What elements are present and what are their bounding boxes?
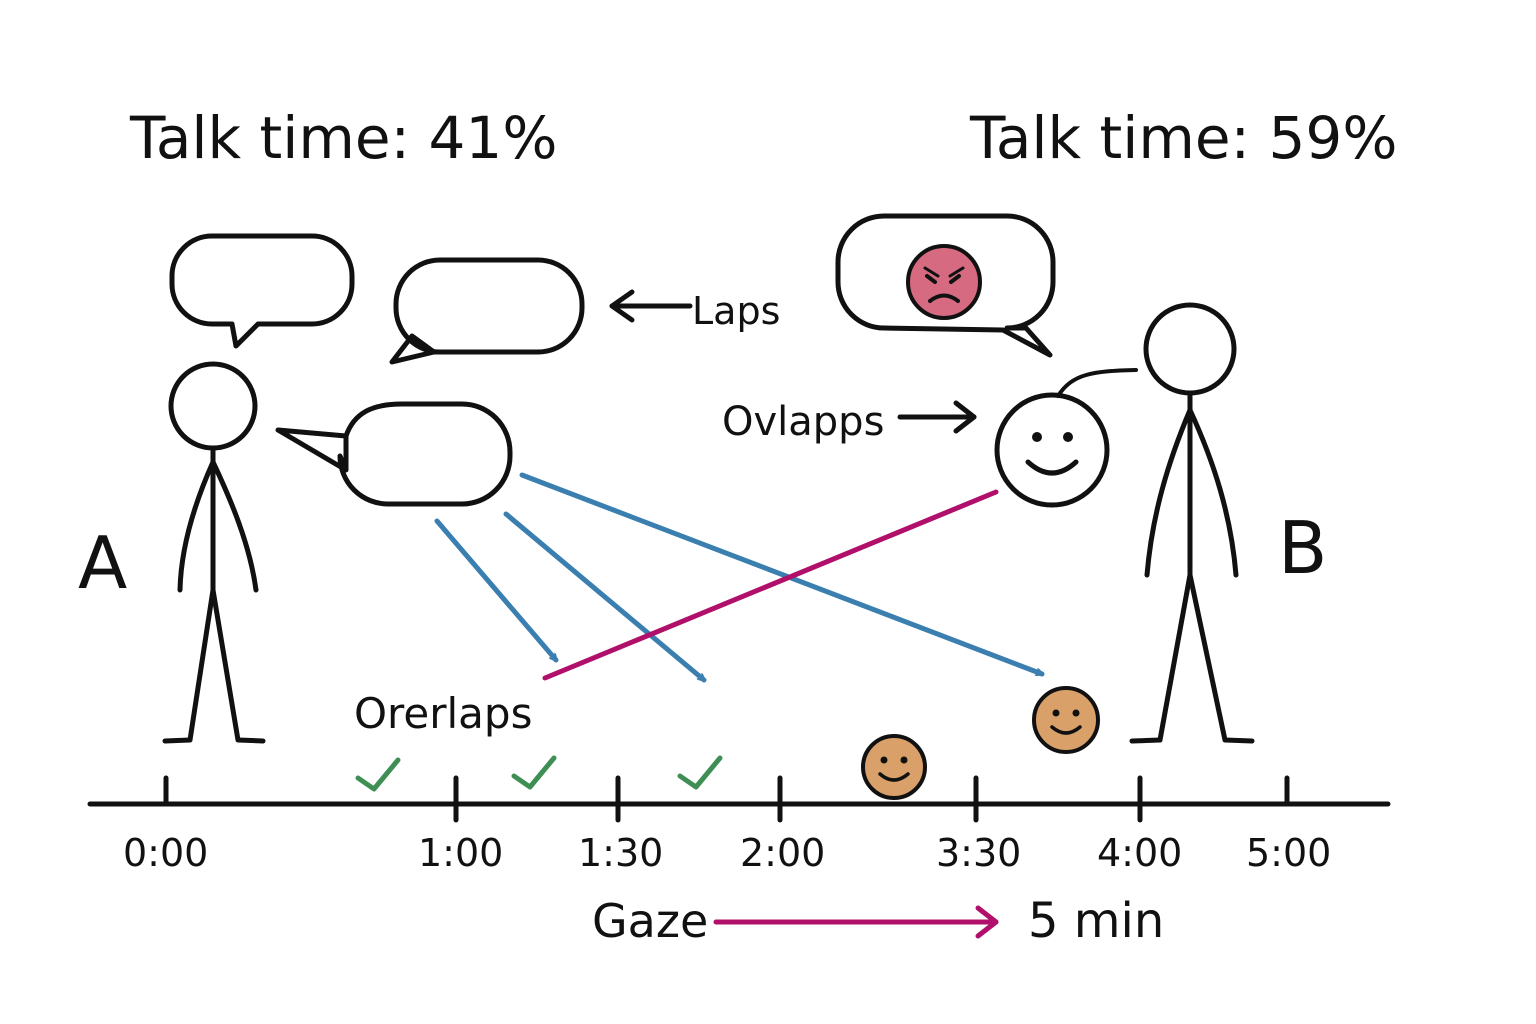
- overlap-arrow-3: [519, 472, 1042, 677]
- orerlaps-label: Orerlaps: [354, 689, 532, 738]
- small-smiley-face-icon: [861, 734, 927, 800]
- talk-time-a: Talk time: 41%: [129, 104, 557, 172]
- overlap-arrow-2: [503, 511, 704, 683]
- check-icon: [677, 755, 723, 790]
- timeline-tick-label: 1:00: [418, 831, 503, 875]
- gaze-label: Gaze: [592, 894, 708, 948]
- angry-face-icon: [906, 244, 982, 320]
- ovlapps-arrow: [897, 400, 977, 434]
- stick-figure-b: [1129, 302, 1255, 744]
- talk-time-b: Talk time: 59%: [969, 104, 1397, 172]
- gaze-duration-label: 5 min: [1028, 893, 1164, 949]
- gaze-connector-line: [1056, 368, 1138, 398]
- ovlapps-label: Ovlapps: [722, 399, 884, 445]
- laps-arrow: [609, 289, 693, 323]
- speech-bubble-top-a: [169, 233, 355, 349]
- timeline-tick-label: 0:00: [123, 831, 208, 875]
- overlap-magenta-line: [542, 489, 999, 681]
- speaker-a-label: A: [78, 521, 127, 605]
- timeline-tick-label: 5:00: [1246, 831, 1331, 875]
- smiley-face-icon: [994, 392, 1110, 508]
- gaze-duration-arrow: [713, 905, 999, 939]
- small-smiley-face-icon: [1032, 686, 1100, 754]
- overlap-arrow-1: [434, 518, 559, 660]
- timeline-tick-label: 1:30: [578, 831, 663, 875]
- speech-bubble-middle-a: [389, 257, 585, 365]
- timeline-tick-label: 4:00: [1097, 831, 1182, 875]
- speech-bubble-speech-a: [275, 401, 513, 507]
- laps-label: Laps: [692, 289, 780, 333]
- timeline-axis: [87, 775, 1391, 823]
- timeline-tick-label: 2:00: [740, 831, 825, 875]
- check-icon: [511, 755, 557, 790]
- speaker-b-label: B: [1278, 506, 1327, 590]
- timeline-tick-label: 3:30: [936, 831, 1021, 875]
- stick-figure-a: [162, 361, 266, 744]
- check-icon: [355, 757, 401, 792]
